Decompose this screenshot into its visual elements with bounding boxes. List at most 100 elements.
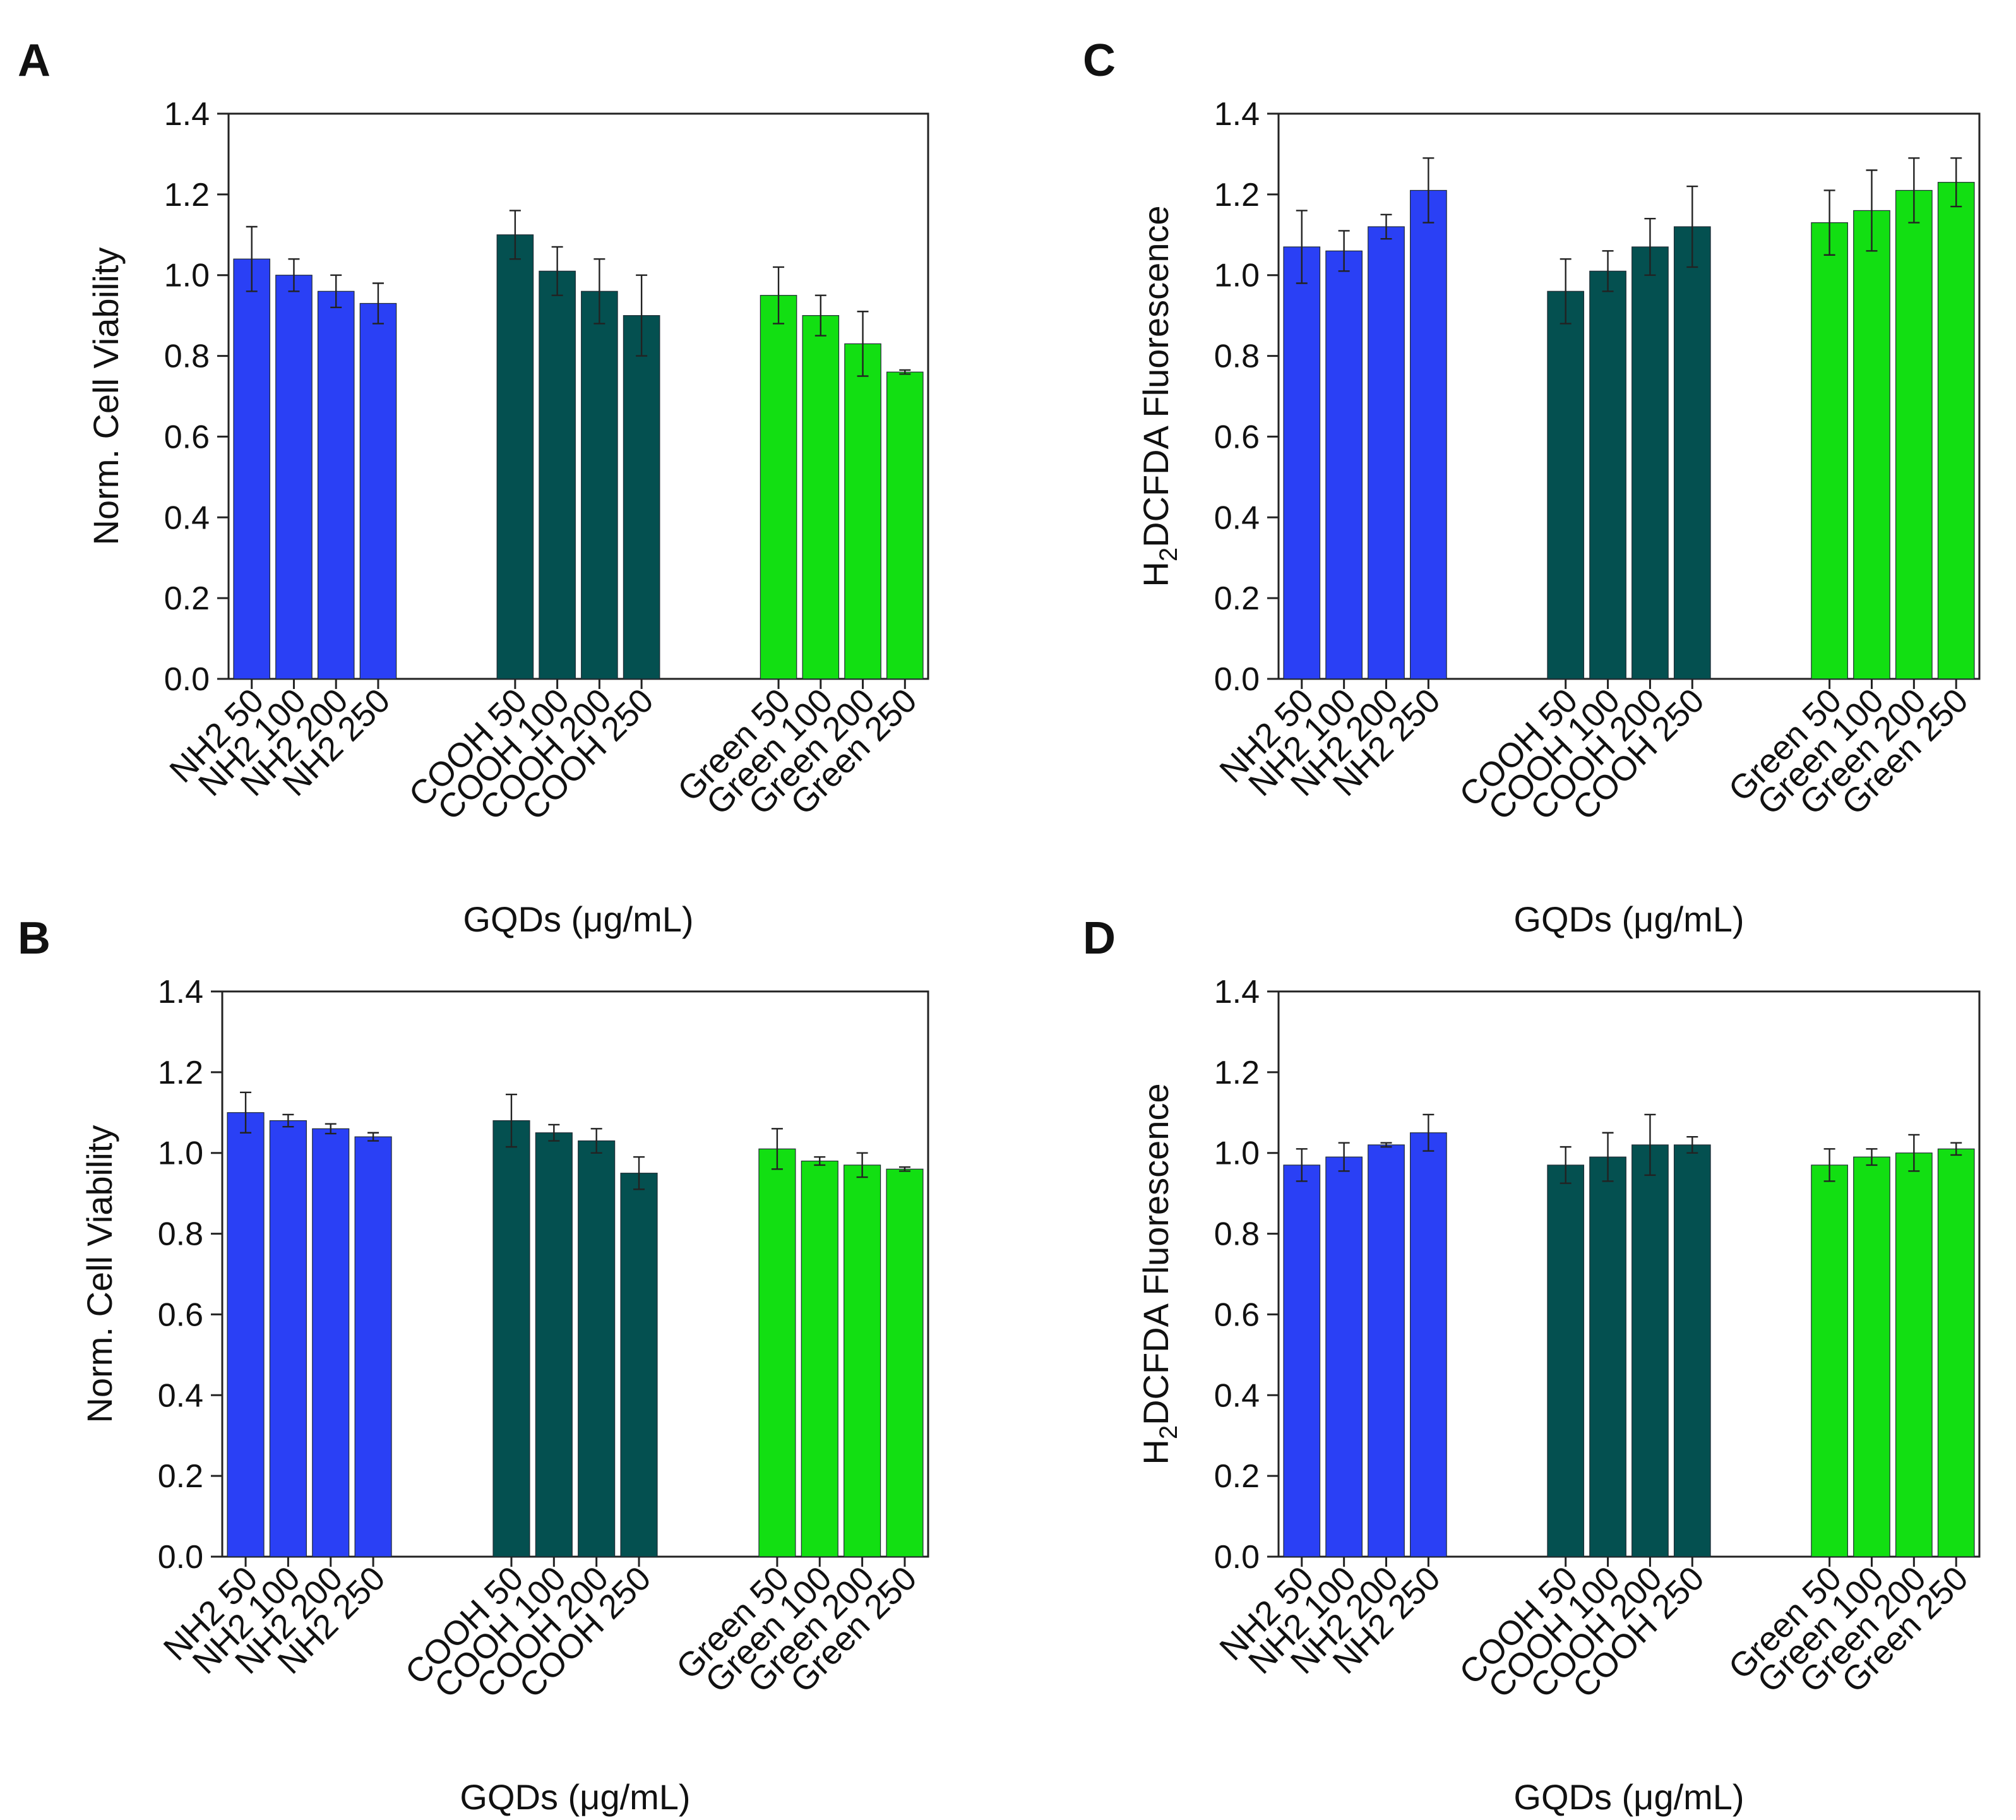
bar-cooh-200: [1631, 1144, 1669, 1557]
y-tick-label: 0.8: [1214, 1216, 1260, 1253]
y-axis-title-subscript: 2: [1155, 548, 1183, 561]
bar-nh2-100: [275, 275, 313, 680]
y-axis-title-rest: DCFDA Fluorescence: [1136, 1083, 1176, 1425]
plot-frame: [1277, 112, 1981, 680]
y-tick-label: 0.6: [158, 1296, 203, 1333]
plot-frame: [221, 990, 929, 1558]
y-axis-title-main: H: [1136, 1439, 1176, 1464]
y-axis-title: Norm. Cell Viability: [80, 1125, 119, 1423]
bar-green-250: [886, 1168, 924, 1557]
bar-nh2-100: [1325, 1156, 1363, 1557]
y-tick-label: 0.4: [1214, 500, 1260, 536]
bar-nh2-200: [1368, 1144, 1405, 1557]
bar-cooh-50: [1547, 1164, 1585, 1557]
y-tick-label: 0.6: [164, 419, 210, 455]
bar-cooh-200: [581, 290, 618, 680]
bar-green-50: [1811, 222, 1848, 680]
y-tick-label: 1.0: [158, 1135, 203, 1172]
bar-green-50: [758, 1148, 796, 1557]
y-tick-label: 0.4: [1214, 1377, 1260, 1414]
bar-cooh-50: [492, 1120, 530, 1557]
y-tick-label: 1.0: [1214, 1135, 1260, 1172]
bar-nh2-250: [1410, 1132, 1447, 1557]
y-tick-label: 0.6: [1214, 1296, 1260, 1333]
y-tick-label: 1.4: [1214, 974, 1260, 1010]
bar-cooh-50: [496, 234, 534, 680]
y-tick-label: 1.2: [164, 177, 210, 213]
bar-nh2-50: [227, 1112, 265, 1557]
y-tick-label: 1.2: [1214, 177, 1260, 213]
y-tick-label: 0.2: [164, 580, 210, 617]
bar-nh2-250: [354, 1136, 392, 1557]
y-tick-label: 0.2: [158, 1458, 203, 1495]
panel-letter: B: [18, 913, 51, 964]
bar-cooh-100: [539, 270, 576, 680]
y-tick-label: 0.2: [1214, 580, 1260, 617]
bar-green-100: [1853, 1156, 1890, 1557]
y-tick-label: 1.2: [1214, 1055, 1260, 1091]
plot-frame: [227, 112, 929, 680]
bar-green-50: [760, 295, 797, 680]
y-axis-title: Norm. Cell Viability: [86, 248, 126, 546]
y-axis-title-main: H: [1136, 561, 1176, 587]
bar-nh2-200: [312, 1128, 350, 1557]
bar-cooh-250: [1673, 1144, 1711, 1557]
x-axis-title: GQDs (μg/mL): [463, 899, 693, 939]
y-tick-label: 0.0: [1214, 661, 1260, 698]
y-tick-label: 1.2: [158, 1055, 203, 1091]
y-tick-label: 1.4: [158, 974, 203, 1010]
y-tick-label: 0.0: [164, 661, 210, 698]
y-tick-label: 0.8: [1214, 338, 1260, 375]
y-tick-label: 1.0: [1214, 258, 1260, 294]
bar-green-100: [1853, 210, 1890, 680]
bar-nh2-50: [1283, 1164, 1321, 1557]
x-axis-title: GQDs (μg/mL): [1513, 1777, 1744, 1817]
bar-green-200: [844, 343, 881, 680]
y-axis-title-rest: DCFDA Fluorescence: [1136, 205, 1176, 548]
y-tick-label: 0.0: [158, 1539, 203, 1576]
bar-cooh-200: [1631, 246, 1669, 680]
y-tick-label: 1.4: [1214, 96, 1260, 133]
bar-cooh-250: [620, 1173, 658, 1557]
panel-letter: A: [18, 35, 51, 86]
bar-green-250: [1937, 182, 1975, 680]
bar-cooh-100: [535, 1132, 573, 1557]
bar-nh2-50: [233, 258, 271, 680]
bar-cooh-100: [1589, 1156, 1626, 1557]
y-tick-label: 1.4: [164, 96, 210, 133]
y-axis-title: H2DCFDA Fluorescence: [1136, 205, 1183, 587]
bar-green-100: [801, 1160, 838, 1557]
y-axis-title-subscript: 2: [1155, 1425, 1183, 1439]
y-tick-label: 1.0: [164, 258, 210, 294]
bar-nh2-100: [269, 1120, 307, 1557]
bar-nh2-250: [1410, 189, 1447, 680]
bar-green-100: [802, 315, 840, 680]
bar-green-200: [844, 1164, 881, 1557]
bar-cooh-100: [1589, 270, 1626, 680]
y-tick-label: 0.6: [1214, 419, 1260, 455]
x-axis-title: GQDs (μg/mL): [460, 1777, 690, 1817]
y-tick-label: 0.8: [164, 338, 210, 375]
bar-green-250: [1937, 1148, 1975, 1557]
y-axis-title: H2DCFDA Fluorescence: [1136, 1083, 1183, 1464]
bar-nh2-250: [359, 302, 397, 680]
bar-cooh-50: [1547, 290, 1585, 680]
bar-green-200: [1895, 189, 1933, 680]
bar-cooh-250: [623, 315, 660, 680]
bar-nh2-100: [1325, 250, 1363, 680]
bar-green-50: [1811, 1164, 1848, 1557]
y-tick-label: 0.8: [158, 1216, 203, 1253]
x-axis-title: GQDs (μg/mL): [1513, 899, 1744, 939]
y-tick-label: 0.4: [158, 1377, 203, 1414]
bar-green-250: [886, 371, 924, 680]
bar-cooh-250: [1673, 226, 1711, 680]
bar-green-200: [1895, 1152, 1933, 1557]
bar-nh2-200: [1368, 226, 1405, 680]
panel-letter: C: [1083, 35, 1116, 86]
y-tick-label: 0.0: [1214, 1539, 1260, 1576]
